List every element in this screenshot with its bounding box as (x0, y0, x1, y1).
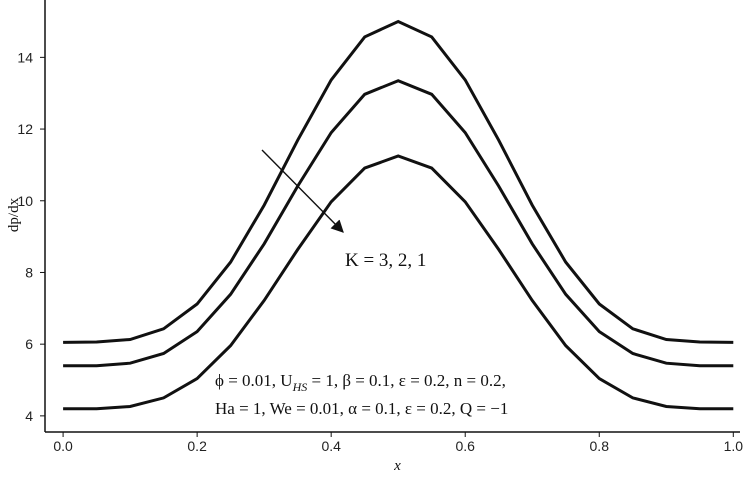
y-tick-label: 10 (17, 193, 33, 209)
x-tick-label: 0.4 (321, 438, 341, 454)
arrow (261, 149, 344, 233)
x-tick-label: 0.0 (53, 438, 73, 454)
y-axis-label: dp/dx (6, 197, 22, 232)
annotation: Ha = 1, We = 0.01, α = 0.1, ε = 0.2, Q =… (215, 399, 508, 418)
x-tick-label: 0.2 (187, 438, 207, 454)
annotation: ϕ = 0.01, UHS = 1, β = 0.1, ε = 0.2, n =… (215, 371, 506, 394)
x-tick-label: 0.6 (455, 438, 475, 454)
x-tick-label: 1.0 (724, 438, 744, 454)
annotation: K = 3, 2, 1 (345, 250, 426, 271)
y-tick-label: 6 (25, 336, 33, 352)
y-tick-label: 8 (25, 264, 33, 280)
line (63, 154, 734, 411)
annotation-part: HS (292, 380, 308, 394)
line (63, 79, 734, 368)
annotation-part: = 1, β = 0.1, ε = 0.2, n = 0.2, (307, 371, 506, 390)
x-tick-label: 0.8 (590, 438, 610, 454)
annotation-part: ϕ = 0.01, U (215, 371, 293, 390)
x-axis-label: x (393, 458, 401, 474)
annotation-part: K = 3, 2, 1 (345, 250, 426, 271)
y-tick-label: 14 (17, 49, 33, 65)
line (63, 19, 734, 344)
annotation-part: Ha = 1, We = 0.01, α = 0.1, ε = 0.2, Q =… (215, 399, 508, 418)
y-tick-label: 12 (17, 121, 33, 137)
y-tick-label: 4 (25, 408, 33, 424)
